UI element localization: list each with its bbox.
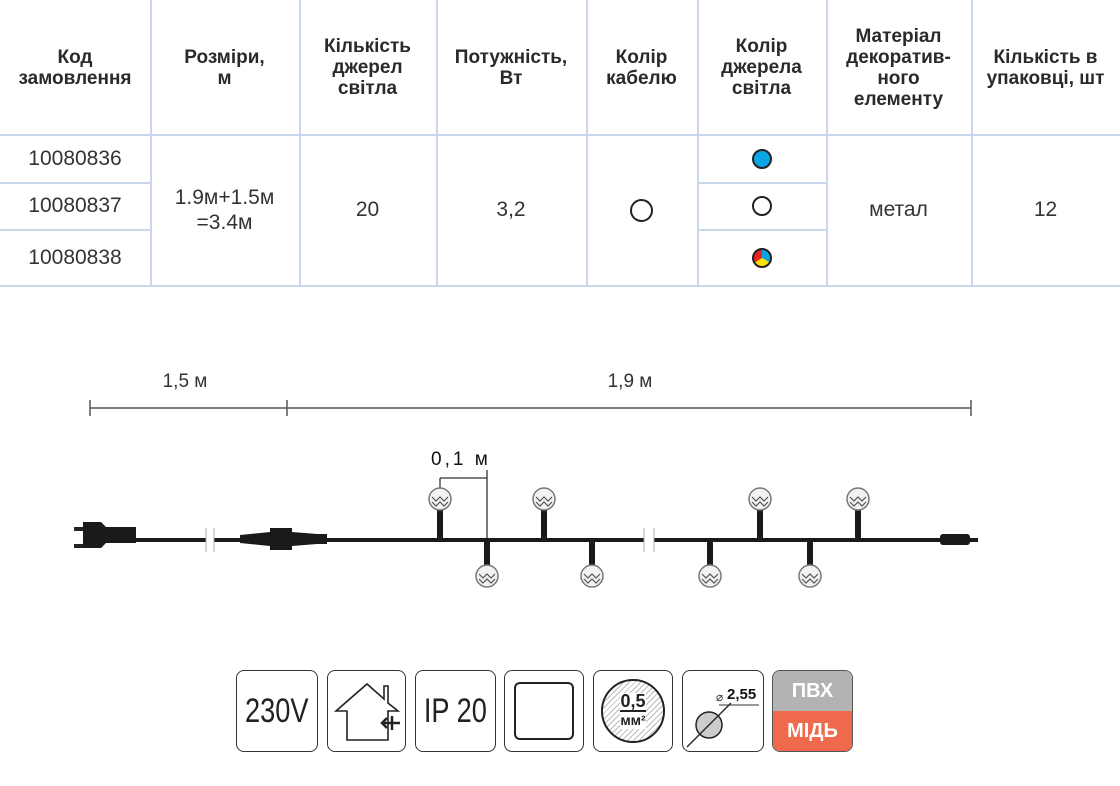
header-material: Матеріал декоратив-ного елементу [846,25,951,110]
svg-text:⌀: ⌀ [716,690,723,704]
diameter-value: 2,55 [727,686,756,703]
ip-label: IP 20 [423,691,488,730]
diameter-icon: 2,55 ⌀ [682,670,764,752]
lights-cell: 20 [355,198,380,221]
garland-diagram: 1,5 м 1,9 м 0,1 м [74,371,978,588]
header-cable-color: Колір кабелю [606,46,677,89]
white-dot-icon [751,196,772,216]
bulb-icon [748,487,772,540]
wire-section-value: 0,5 [620,691,646,712]
cable-color-cell [586,135,697,285]
bulb-icon [580,540,604,588]
material-badge: ПВХ МІДЬ [772,670,853,752]
wire-unit: мм² [620,712,646,729]
code-cell: 10080837 [28,194,122,217]
multicolor-dot-icon [751,247,772,268]
class-ii-icon [504,670,584,752]
spec-table: Код замовлення Розміри, м Кількість джер… [0,0,1120,288]
white-dot-icon [630,198,653,222]
voltage-label: 230V [245,691,309,730]
house-indoor-icon [327,670,406,752]
ip-rating-icon: IP 20 [415,670,496,752]
voltage-icon: 230V [236,670,318,752]
cable [74,522,978,552]
power-cell: 3,2 [496,198,526,221]
conductor-label: МІДЬ [773,711,852,751]
header-light-color: Колір джерела світла [721,36,802,99]
bulb-icon [698,540,722,588]
header-lights: Кількість джерел світла [324,36,411,99]
bulb-icon [428,487,452,540]
size-cell: 1.9м+1.5м =3.4м [174,186,275,234]
bulb-icon [532,487,556,540]
material-cell: метал [869,198,928,221]
lead-length-label: 1,5 м [163,371,208,392]
spacing-label: 0,1 м [431,449,491,470]
pack-cell: 12 [1033,198,1058,221]
bulb-icon [798,540,822,588]
light-color-cell [697,135,826,182]
header-power: Потужність, Вт [454,46,568,89]
code-cell: 10080836 [28,146,122,170]
bulb-icon [846,487,870,540]
insulation-label: ПВХ [773,671,852,711]
light-color-cell [697,183,826,229]
header-pack: Кількість в упаковці, шт [986,46,1105,89]
wire-section-icon: 0,5 мм² [593,670,673,752]
header-code: Код замовлення [18,46,132,89]
blue-dot-icon [751,148,772,169]
square-icon [514,682,574,740]
code-cell: 10080838 [28,245,122,269]
light-color-cell [697,230,826,285]
lit-length-label: 1,9 м [608,371,653,392]
header-size: Розміри, м [184,46,265,89]
bulb-icon [475,540,499,588]
